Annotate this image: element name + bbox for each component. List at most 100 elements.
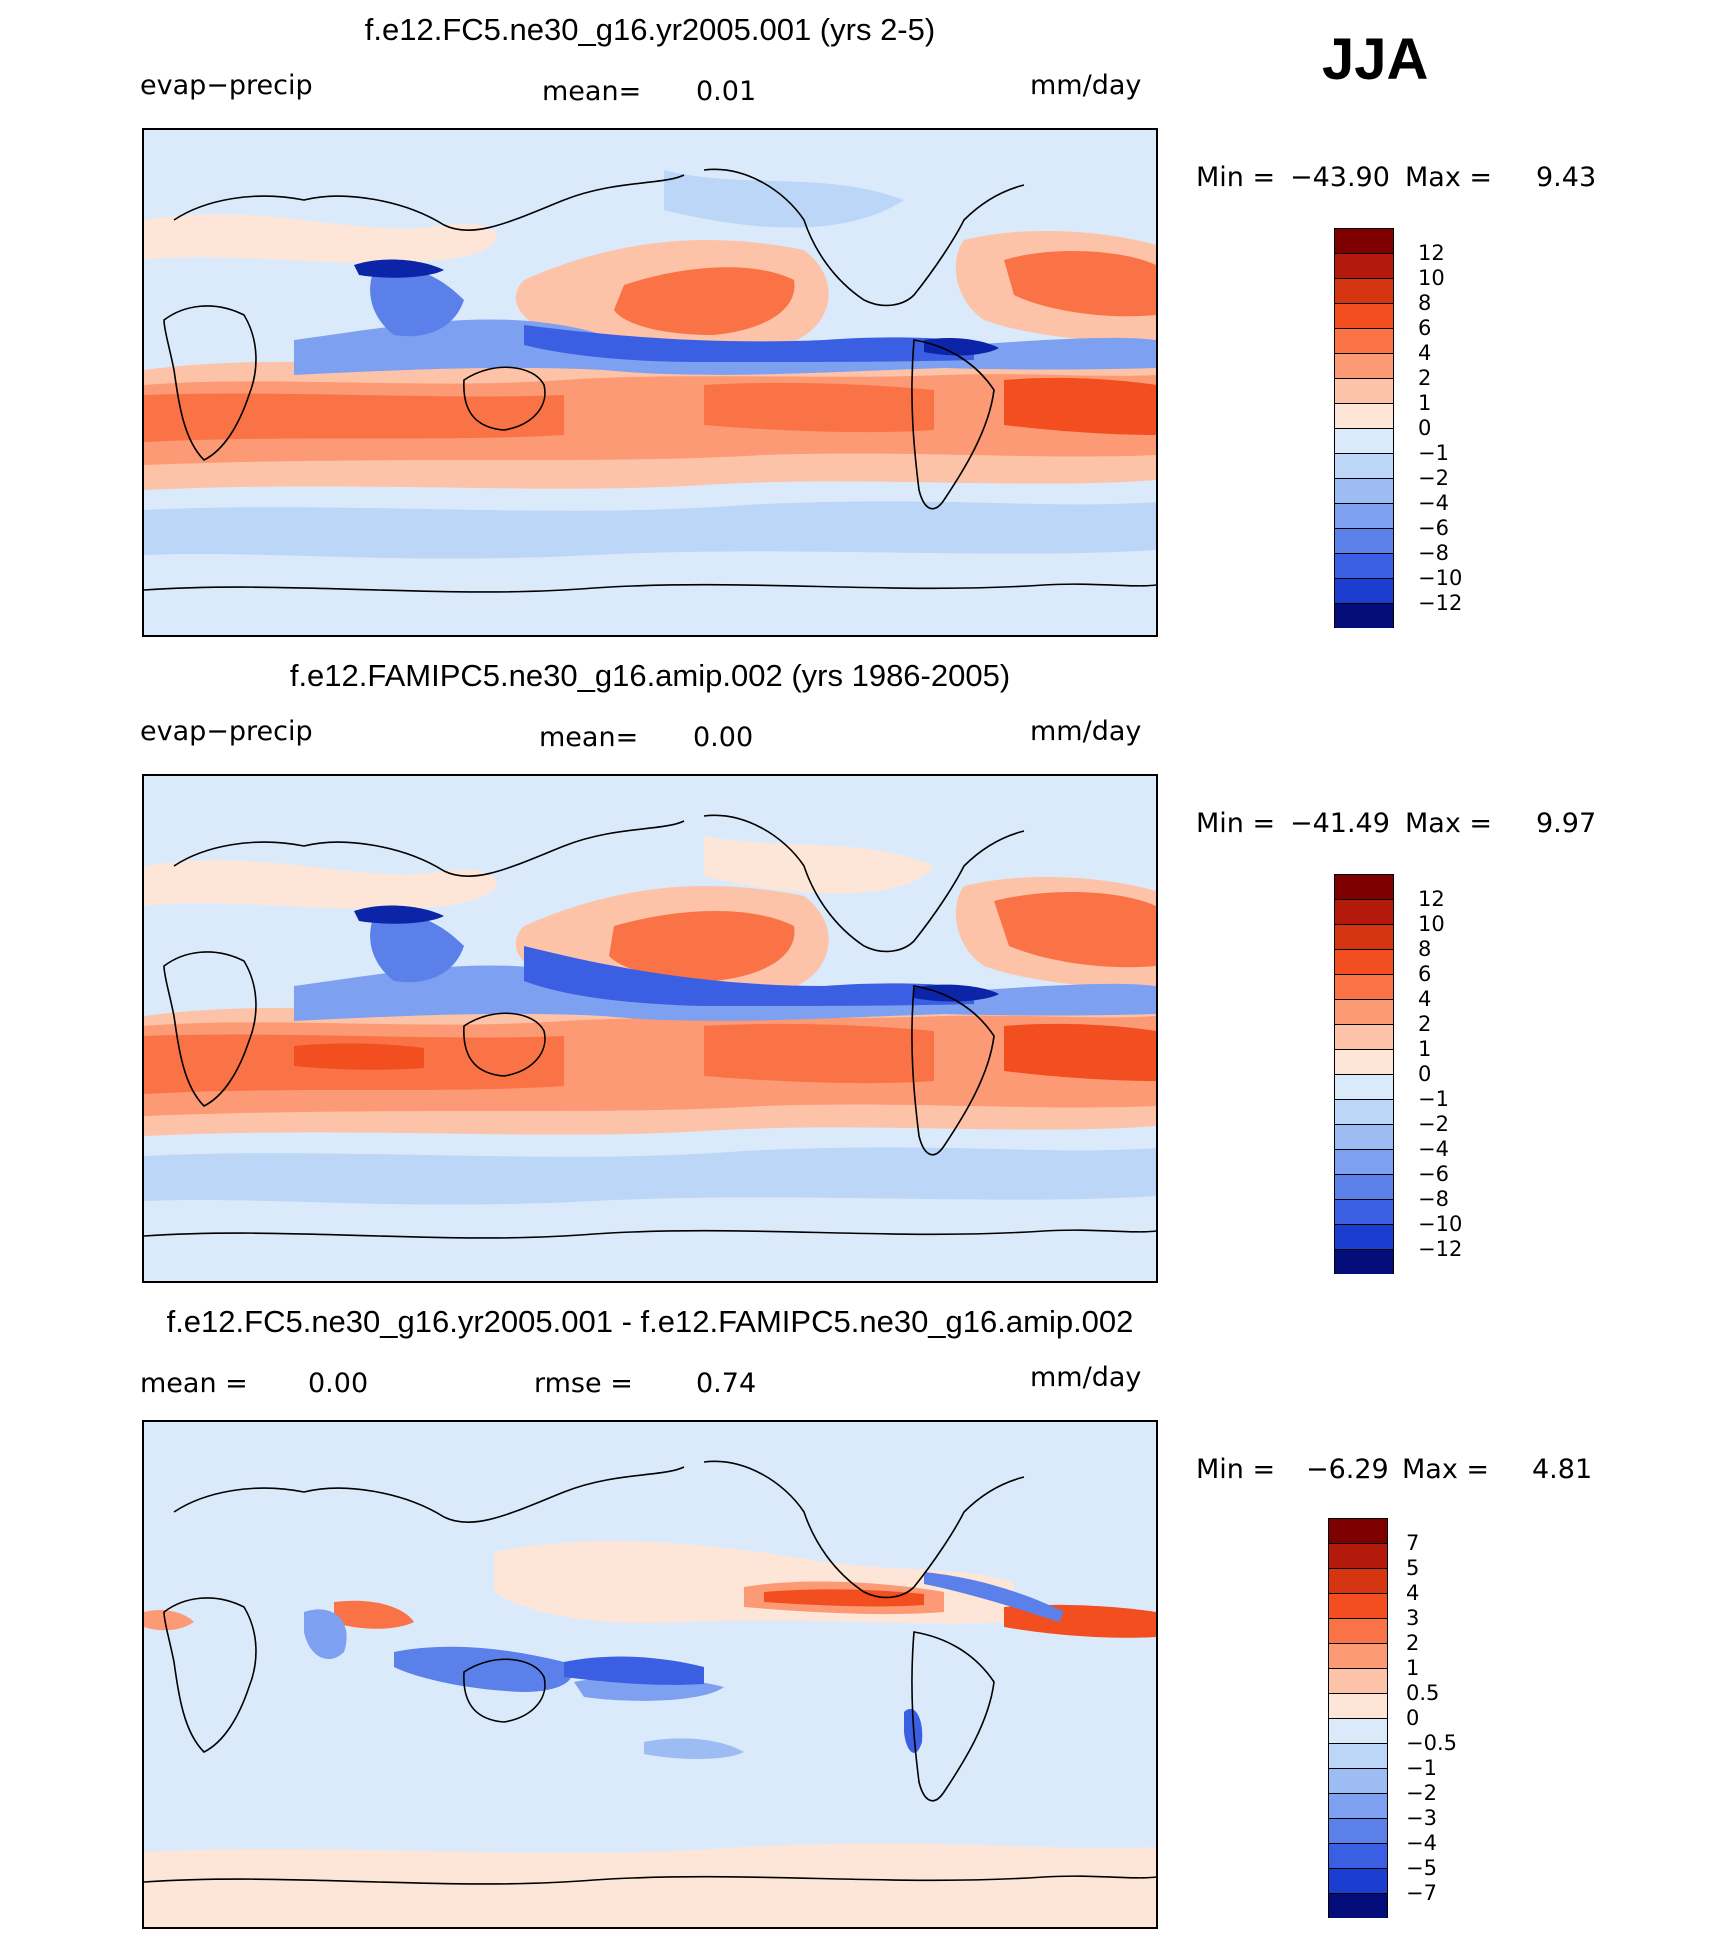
panel-1-colorbar-swatches [1334, 228, 1394, 629]
colorbar-tick: −1 [1418, 441, 1449, 465]
season-label: JJA [1322, 27, 1429, 92]
south-america-coast [911, 1631, 995, 1802]
eurasia-coast [173, 820, 685, 878]
colorbar-swatch [1334, 1124, 1394, 1150]
panel-1-map [142, 128, 1158, 637]
colorbar-swatch [1334, 1199, 1394, 1225]
colorbar-swatch [1328, 1668, 1388, 1694]
colorbar-tick: −6 [1418, 1162, 1449, 1186]
colorbar-swatch [1334, 228, 1394, 254]
colorbar-swatch [1328, 1543, 1388, 1569]
negative-region [524, 946, 974, 1006]
panel-3-rmse-label: rmse = [534, 1368, 633, 1399]
north-america-coast [703, 168, 1025, 307]
panel-2-colorbar-labels: 12 10 8 6 4 2 1 0 −1 −2 −4 −6 −8 −10 −12 [1418, 874, 1498, 1274]
panel-3-mean-label: mean = [140, 1368, 248, 1399]
colorbar-swatch [1334, 353, 1394, 379]
north-america-coast [703, 814, 1025, 953]
positive-region [704, 382, 934, 433]
positive-region [334, 1600, 414, 1629]
panel-1-variable-label: evap−precip [140, 70, 313, 101]
colorbar-swatch [1328, 1568, 1388, 1594]
colorbar-tick: −8 [1418, 541, 1449, 565]
negative-region [924, 337, 999, 356]
panel-1-min-value: −43.90 [1290, 162, 1390, 193]
colorbar-tick: −12 [1418, 591, 1463, 615]
panel-3-map [142, 1420, 1158, 1929]
coastlines [144, 168, 1156, 593]
colorbar-swatch [1328, 1718, 1388, 1744]
colorbar-swatch [1334, 1249, 1394, 1275]
panel-3-max-value: 4.81 [1532, 1454, 1593, 1485]
colorbar-tick: −7 [1406, 1881, 1437, 1905]
colorbar-tick: −10 [1418, 566, 1463, 590]
panel-2-mean-label: mean= [539, 722, 639, 753]
colorbar-tick: −2 [1418, 466, 1449, 490]
positive-region [614, 267, 795, 335]
positive-region [609, 911, 795, 981]
colorbar-tick: −12 [1418, 1237, 1463, 1261]
colorbar-tick: 10 [1418, 266, 1445, 290]
negative-region [354, 905, 444, 924]
colorbar-swatch [1334, 1224, 1394, 1250]
positive-region [144, 1610, 194, 1631]
positive-region [704, 836, 934, 894]
negative-region [524, 325, 974, 362]
colorbar-swatch [1334, 1149, 1394, 1175]
panel-3-min-label: Min = [1196, 1454, 1276, 1485]
antarctica-coast [144, 1229, 1156, 1239]
panel-1-units: mm/day [1030, 70, 1142, 101]
negative-region [354, 259, 444, 278]
negative-region [144, 1147, 1156, 1205]
colorbar-swatch [1334, 1049, 1394, 1075]
panel-1-mean-label: mean= [542, 76, 642, 107]
positive-region [994, 891, 1156, 968]
colorbar-swatch [1328, 1618, 1388, 1644]
positive-region [764, 1589, 924, 1607]
colorbar-swatch [1334, 1024, 1394, 1050]
colorbar-swatch [1334, 924, 1394, 950]
colorbar-tick: −8 [1418, 1187, 1449, 1211]
positive-region [144, 393, 564, 442]
colorbar-tick: 10 [1418, 912, 1445, 936]
colorbar-swatch [1334, 949, 1394, 975]
positive-region [1004, 1023, 1156, 1081]
colorbar-tick: 2 [1418, 1012, 1432, 1036]
positive-region [144, 1843, 1156, 1927]
colorbar-swatch [1334, 253, 1394, 279]
colorbar-swatch [1328, 1593, 1388, 1619]
panel-1-colorbar [1334, 228, 1394, 629]
colorbar-tick: 5 [1406, 1556, 1420, 1580]
colorbar-tick: 12 [1418, 241, 1445, 265]
panel-2-mean-value: 0.00 [693, 722, 754, 753]
colorbar-tick: 0 [1418, 416, 1432, 440]
positive-region [1004, 377, 1156, 435]
panel-2-min-label: Min = [1196, 808, 1276, 839]
colorbar-tick: −0.5 [1406, 1731, 1457, 1755]
colorbar-tick: −4 [1418, 491, 1449, 515]
north-america-coast [703, 1460, 1025, 1599]
colorbar-swatch [1334, 1099, 1394, 1125]
positive-region [294, 1043, 424, 1070]
panel-1-max-value: 9.43 [1536, 162, 1597, 193]
colorbar-tick: −10 [1418, 1212, 1463, 1236]
colorbar-swatch [1334, 278, 1394, 304]
eurasia-coast [173, 1466, 685, 1524]
colorbar-tick: −2 [1406, 1781, 1437, 1805]
colorbar-tick: 1 [1406, 1656, 1420, 1680]
australia-coast [463, 1012, 546, 1077]
colorbar-swatch [1328, 1793, 1388, 1819]
panel-2-colorbar [1334, 874, 1394, 1275]
panel-3-rmse-value: 0.74 [696, 1368, 757, 1399]
colorbar-swatch [1334, 403, 1394, 429]
colorbar-swatch [1334, 1074, 1394, 1100]
africa-coast [163, 951, 257, 1107]
colorbar-tick: 12 [1418, 887, 1445, 911]
colorbar-swatch [1328, 1518, 1388, 1544]
eurasia-coast [173, 174, 685, 232]
colorbar-tick: 0 [1406, 1706, 1420, 1730]
panel-1-title: f.e12.FC5.ne30_g16.yr2005.001 (yrs 2-5) [364, 12, 936, 47]
colorbar-tick: 4 [1406, 1581, 1420, 1605]
colorbar-swatch [1328, 1818, 1388, 1844]
positive-region [1004, 250, 1156, 317]
